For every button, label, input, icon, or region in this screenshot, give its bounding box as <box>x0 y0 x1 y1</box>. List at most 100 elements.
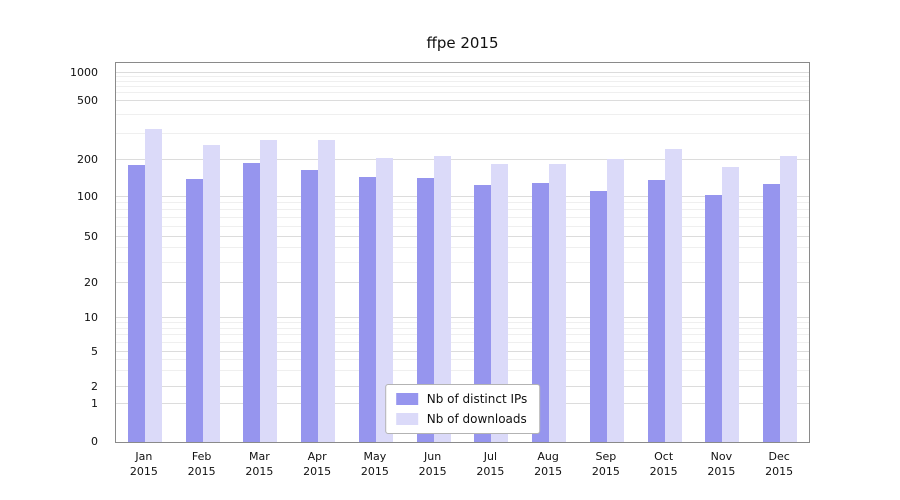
x-tick-year: 2015 <box>765 465 794 478</box>
y-tick-label: 10 <box>84 310 98 324</box>
bar-dec-distinct-ips <box>763 183 781 442</box>
gridline-major <box>116 196 809 198</box>
gridline-major <box>116 281 809 283</box>
bar-jan-distinct-ips <box>127 165 145 442</box>
bar-sep-distinct-ips <box>589 190 607 442</box>
legend: Nb of distinct IPs Nb of downloads <box>384 384 541 434</box>
bar-jun-downloads <box>433 156 451 442</box>
gridline-minor <box>116 225 809 227</box>
y-tick-label: 500 <box>77 93 98 107</box>
plot-area: Nb of distinct IPs Nb of downloads <box>115 62 810 443</box>
x-tick-month: Mar <box>248 450 270 463</box>
gridline-minor <box>116 261 809 263</box>
x-tick-month: Nov <box>710 450 733 463</box>
legend-item-distinct-ips: Nb of distinct IPs <box>395 392 528 406</box>
x-tick-label-feb: Feb 2015 <box>172 449 232 479</box>
bar-apr-downloads <box>318 139 336 442</box>
y-tick-label: 50 <box>84 230 98 244</box>
y-tick-label: 0 <box>91 435 98 448</box>
gridline-major <box>116 99 809 101</box>
x-tick-label-jul: Jul 2015 <box>460 449 520 479</box>
legend-swatch-distinct-ips <box>395 393 418 405</box>
bar-mar-distinct-ips <box>243 162 261 442</box>
legend-label-downloads: Nb of downloads <box>426 412 527 426</box>
x-tick-year: 2015 <box>476 465 505 478</box>
bar-apr-distinct-ips <box>301 169 319 442</box>
bar-jul-downloads <box>491 164 509 442</box>
x-tick-year: 2015 <box>360 465 389 478</box>
x-tick-label-apr: Apr 2015 <box>287 449 347 479</box>
x-tick-label-mar: Mar 2015 <box>229 449 289 479</box>
x-tick-year: 2015 <box>187 465 216 478</box>
y-tick-label: 5 <box>91 344 98 358</box>
gridline-minor <box>116 80 809 82</box>
bar-aug-distinct-ips <box>532 182 550 442</box>
x-tick-month: Jan <box>135 450 153 463</box>
gridline-minor <box>116 247 809 249</box>
chart-title: ffpe 2015 <box>426 34 499 52</box>
bar-feb-downloads <box>202 145 220 442</box>
x-tick-label-jan: Jan 2015 <box>114 449 174 479</box>
gridline-minor <box>116 209 809 211</box>
x-axis-tick-labels: Jan 2015 Feb 2015 Mar 2015 Apr 2015 May 2015 Jun 20… <box>115 449 808 489</box>
legend-swatch-downloads <box>395 413 418 425</box>
x-tick-year: 2015 <box>303 465 332 478</box>
x-tick-year: 2015 <box>534 465 563 478</box>
gridline-minor <box>116 359 809 361</box>
y-tick-label: 2 <box>91 380 98 394</box>
gridline-minor <box>116 76 809 78</box>
bar-jan-downloads <box>144 128 162 442</box>
x-tick-year: 2015 <box>707 465 736 478</box>
gridline-minor <box>116 92 809 94</box>
gridline-major <box>116 71 809 73</box>
gridline-minor <box>116 334 809 336</box>
x-tick-year: 2015 <box>245 465 274 478</box>
y-tick-label: 1000 <box>70 65 98 79</box>
bar-oct-distinct-ips <box>647 180 665 442</box>
gridline-minor <box>116 327 809 329</box>
bar-mar-downloads <box>260 140 278 442</box>
x-tick-year: 2015 <box>129 465 158 478</box>
gridline-major <box>116 159 809 161</box>
bar-nov-distinct-ips <box>705 194 723 442</box>
y-tick-label: 1 <box>91 397 98 411</box>
gridline-major <box>116 350 809 352</box>
gridline-minor <box>116 133 809 135</box>
x-tick-label-nov: Nov 2015 <box>691 449 751 479</box>
x-tick-label-aug: Aug 2015 <box>518 449 578 479</box>
legend-label-distinct-ips: Nb of distinct IPs <box>426 392 528 406</box>
x-tick-month: Feb <box>191 450 212 463</box>
x-tick-month: Dec <box>768 450 790 463</box>
y-tick-label: 100 <box>77 190 98 204</box>
bar-oct-downloads <box>664 148 682 442</box>
x-tick-month: Oct <box>654 450 674 463</box>
x-tick-label-oct: Oct 2015 <box>634 449 694 479</box>
bar-may-distinct-ips <box>358 177 376 442</box>
x-tick-year: 2015 <box>418 465 447 478</box>
x-tick-label-may: May 2015 <box>345 449 405 479</box>
bar-jun-distinct-ips <box>416 178 434 442</box>
x-tick-label-sep: Sep 2015 <box>576 449 636 479</box>
gridline-major <box>116 316 809 318</box>
x-tick-year: 2015 <box>591 465 620 478</box>
gridline-minor <box>116 370 809 372</box>
bar-nov-downloads <box>722 167 740 442</box>
y-axis-tick-labels: 0 1 2 5 10 20 50 100 200 500 1000 <box>48 62 106 448</box>
x-tick-label-jun: Jun 2015 <box>403 449 463 479</box>
x-tick-month: Sep <box>595 450 617 463</box>
x-tick-month: Aug <box>537 450 559 463</box>
x-tick-month: Jul <box>483 450 498 463</box>
bar-feb-distinct-ips <box>185 179 203 442</box>
gridline-minor <box>116 114 809 116</box>
bar-sep-downloads <box>606 158 624 442</box>
gridline-minor <box>116 216 809 218</box>
bar-jul-distinct-ips <box>474 184 492 442</box>
x-tick-month: Jun <box>424 450 442 463</box>
y-tick-label: 20 <box>84 275 98 289</box>
x-tick-month: Apr <box>307 450 327 463</box>
gridline-minor <box>116 86 809 88</box>
x-tick-label-dec: Dec 2015 <box>749 449 809 479</box>
x-tick-year: 2015 <box>649 465 678 478</box>
bar-may-downloads <box>375 158 393 442</box>
x-tick-month: May <box>363 450 387 463</box>
